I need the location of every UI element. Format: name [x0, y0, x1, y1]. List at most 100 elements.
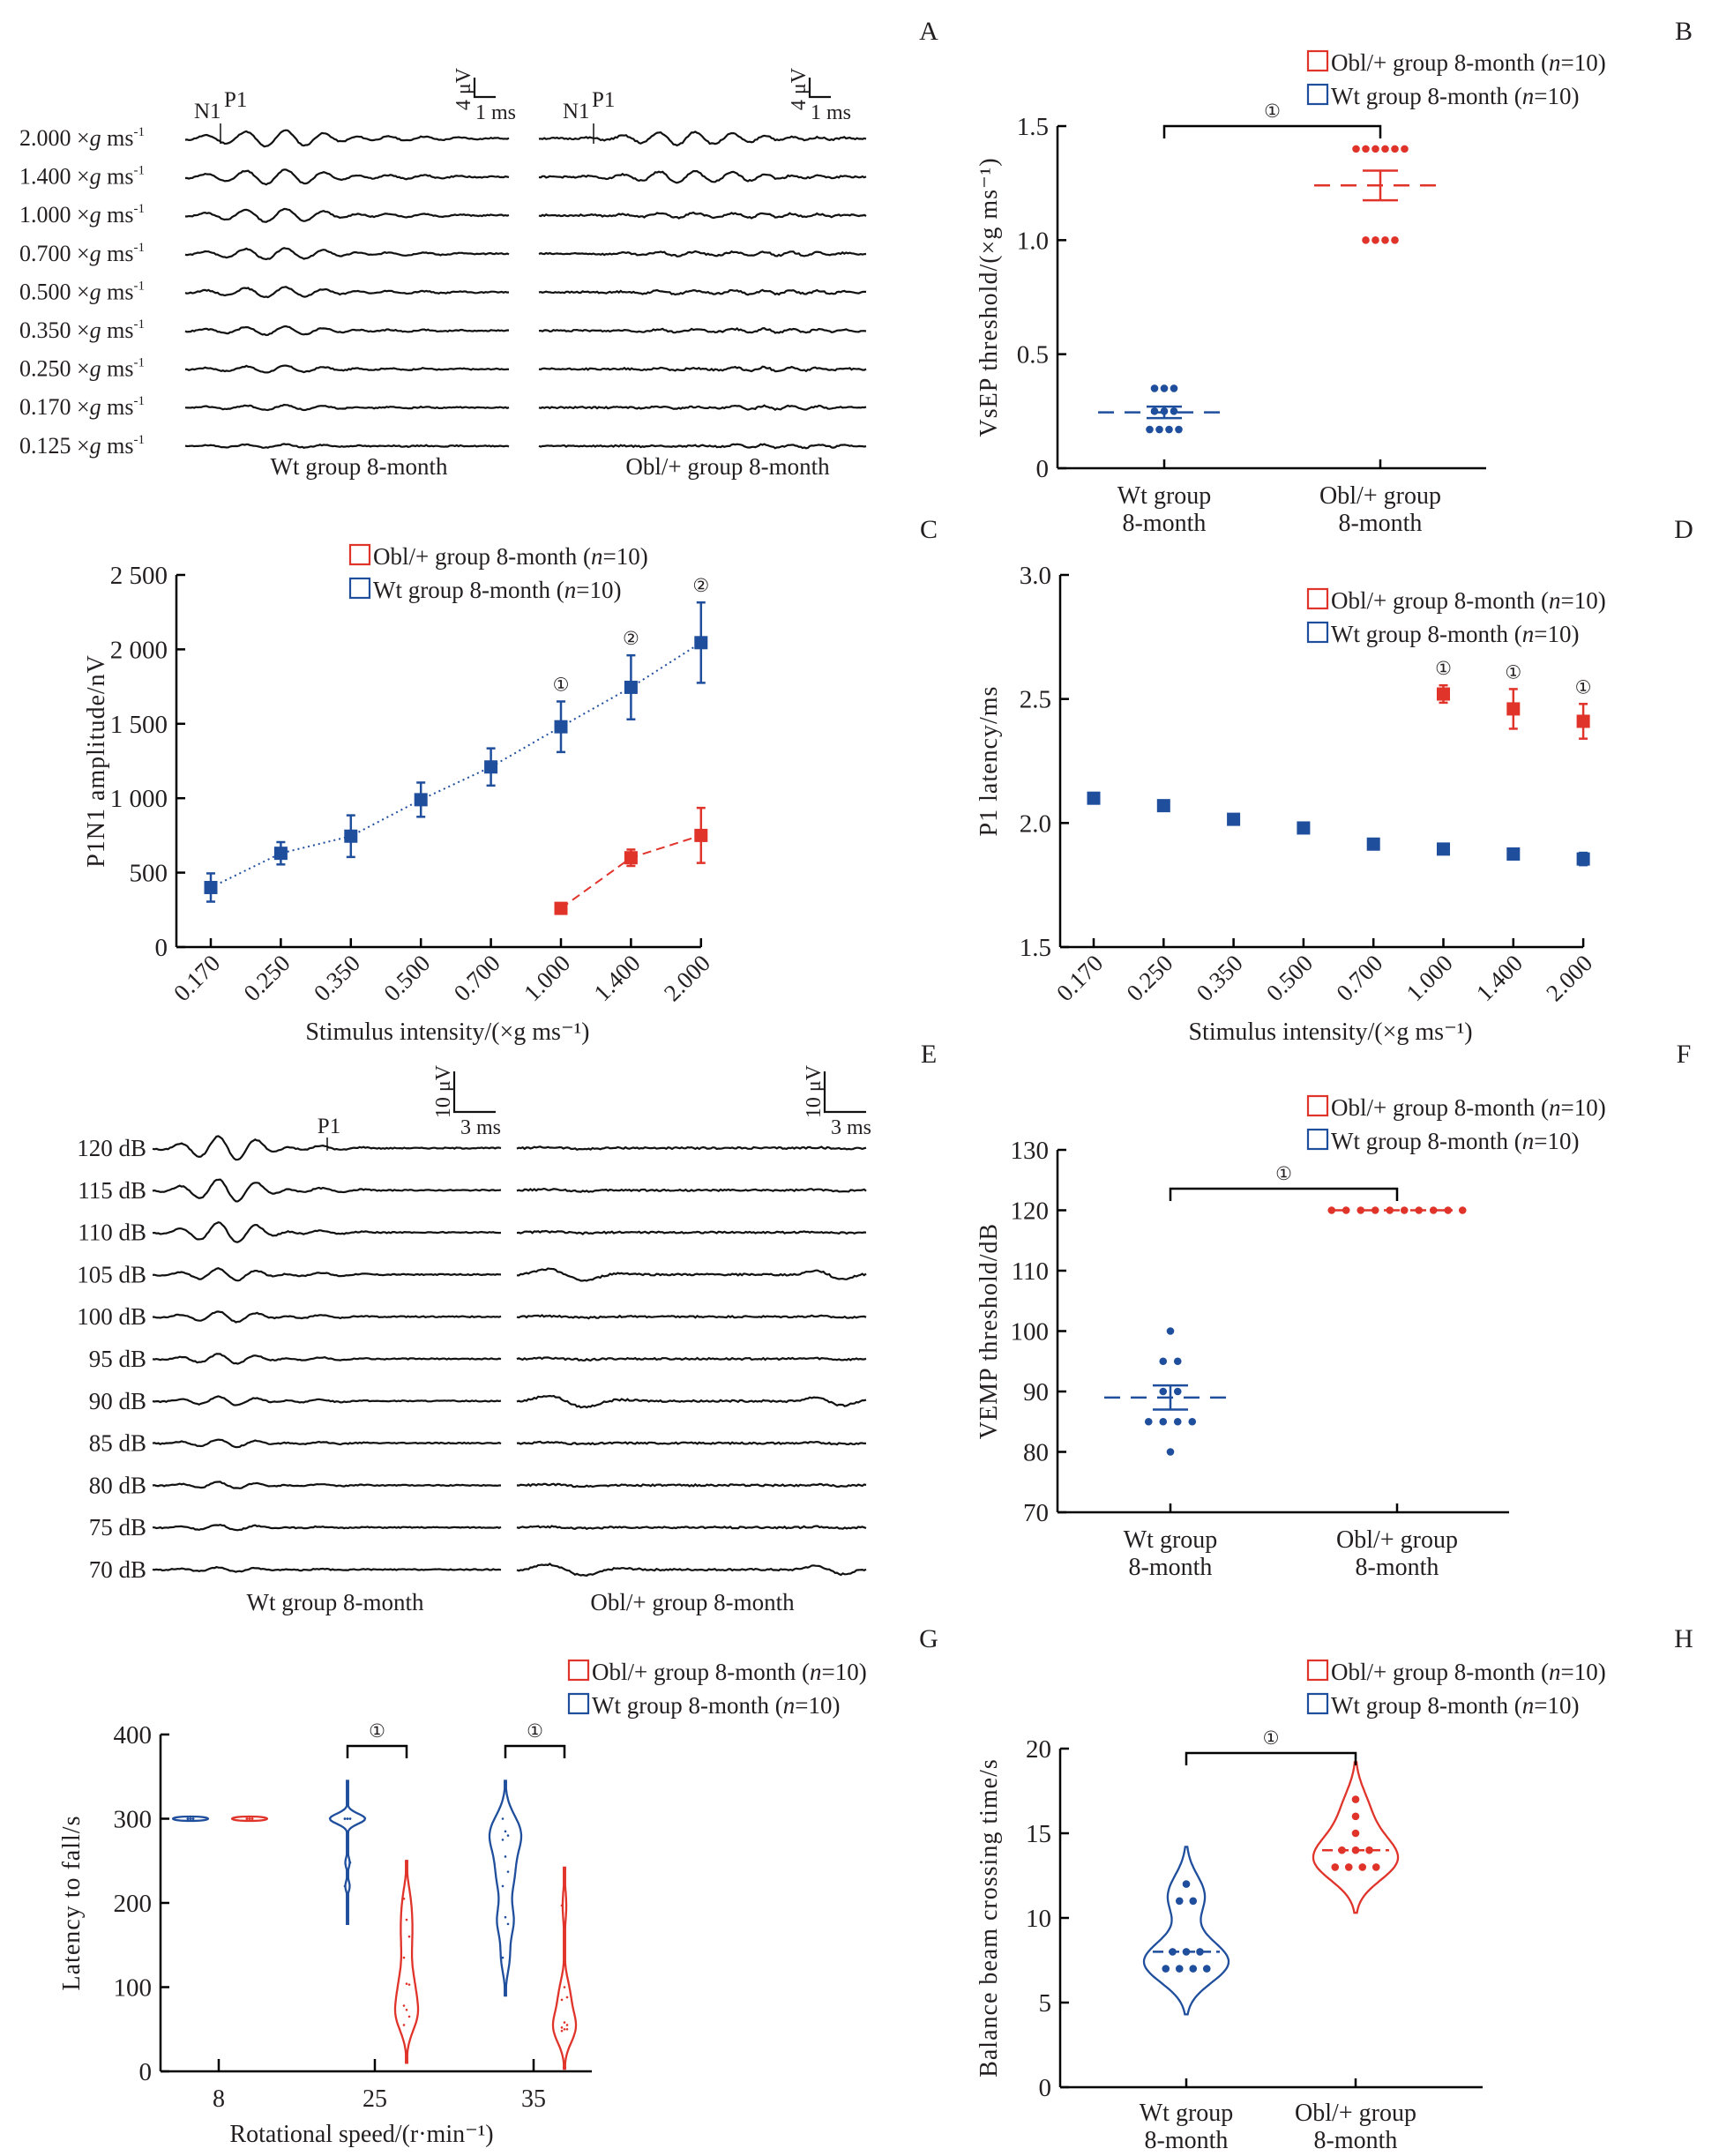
data-point	[1087, 791, 1101, 805]
legend: Obl/+ group 8-month (n=10) Wt group 8-mon…	[1306, 49, 1606, 109]
y-tick-label: 70	[1023, 1499, 1049, 1527]
significance-bracket	[1185, 1751, 1357, 1765]
data-point	[1437, 687, 1450, 701]
legend-label-obl: Obl/+ group 8-month (n=10)	[1331, 49, 1606, 76]
data-point	[565, 2024, 569, 2026]
significance-bracket	[504, 1744, 566, 1758]
wt-series	[1087, 791, 1590, 867]
x-category-label: Obl/+ group	[1319, 482, 1441, 510]
legend-swatch-obl	[1306, 1094, 1329, 1117]
data-point	[189, 1817, 192, 1820]
data-point	[1371, 236, 1379, 244]
legend-label-wt: Wt group 8-month (n=10)	[1331, 83, 1579, 109]
violin-outline	[230, 1815, 269, 1823]
scale-bar-obl	[808, 78, 831, 99]
legend: Obl/+ group 8-month (n=10) Wt group 8-mon…	[348, 543, 648, 603]
obl-vsep-trace	[538, 365, 867, 373]
wt-vemp-trace	[152, 1221, 502, 1243]
wt-vemp-trace	[152, 1353, 502, 1365]
significance-bracket	[1162, 124, 1382, 138]
data-point	[506, 1922, 510, 1926]
peak-label-p1: P1	[224, 88, 247, 112]
obl-vsep-trace	[538, 443, 867, 450]
scale-bar-time-label: 1 ms	[475, 101, 516, 124]
data-point	[560, 2029, 564, 2033]
data-point	[407, 1935, 411, 1938]
row-label-intensity: 100 dB	[77, 1303, 146, 1330]
data-point	[1166, 1448, 1175, 1456]
legend-swatch-wt	[1306, 1128, 1329, 1151]
wt-vemp-trace	[152, 1267, 502, 1282]
row-label-intensity: 105 dB	[77, 1261, 146, 1287]
data-point	[1175, 1897, 1184, 1906]
wt-vemp-trace	[152, 1565, 502, 1573]
y-tick-label: 10	[1026, 1905, 1051, 1933]
y-axis-title: VEMP threshold/dB	[975, 1223, 1003, 1439]
scale-bar-voltage-label: 4 μV	[788, 67, 811, 110]
data-point	[250, 1817, 254, 1820]
panel-letter-a: A	[919, 17, 938, 46]
x-category-label: 8-month	[1145, 2127, 1229, 2154]
data-point	[414, 793, 428, 807]
data-point	[501, 1956, 504, 1959]
x-tick-label: 2.000	[659, 950, 715, 1006]
data-point	[560, 1904, 564, 1907]
series-line	[210, 641, 702, 889]
data-point	[1159, 1357, 1168, 1366]
panel-letter-b: B	[1675, 17, 1693, 46]
legend-swatch-wt	[1306, 1692, 1329, 1715]
legend-swatch-obl	[1306, 587, 1329, 610]
y-tick-label: 100	[1011, 1318, 1050, 1347]
x-tick-label: 1.000	[519, 950, 575, 1006]
trace-caption-wt: Wt group 8-month	[247, 1589, 424, 1615]
row-label-intensity: 120 dB	[77, 1135, 146, 1161]
obl-vemp-trace	[516, 1187, 867, 1193]
data-point	[1331, 1863, 1340, 1871]
obl-vsep-trace	[538, 250, 867, 257]
y-tick-label: 0	[155, 934, 168, 962]
violin-outline	[1312, 1761, 1400, 1914]
peak-label-n1: N1	[563, 100, 590, 123]
obl-vemp-trace	[516, 1356, 867, 1362]
row-label-stimulus: 1.000 ×g ms-1	[19, 202, 145, 228]
data-point	[1144, 1417, 1153, 1426]
scale-bar-wt	[473, 78, 496, 99]
data-point	[1381, 236, 1389, 244]
data-point	[560, 1998, 564, 2002]
x-category-label: 8-month	[1314, 2127, 1398, 2154]
x-category-label: Wt group	[1124, 1526, 1218, 1554]
data-point	[402, 1897, 406, 1900]
significance-bracket	[346, 1744, 408, 1758]
legend-swatch-obl	[567, 1659, 590, 1682]
row-label-intensity: 115 dB	[78, 1177, 146, 1204]
y-tick-label: 90	[1023, 1378, 1049, 1406]
data-point	[402, 2004, 406, 2007]
series-line	[560, 834, 702, 909]
data-point	[560, 2026, 564, 2029]
data-point	[1297, 821, 1311, 835]
significance-marker: ①	[1263, 1727, 1280, 1749]
row-label-intensity: 80 dB	[89, 1472, 146, 1498]
data-point	[1362, 236, 1370, 244]
obl-vemp-trace	[516, 1145, 867, 1152]
x-tick-label: 25	[362, 2085, 387, 2113]
x-tick-label: 0.700	[449, 950, 505, 1006]
data-point	[1150, 407, 1159, 415]
data-point	[1365, 1846, 1373, 1854]
significance-marker: ②	[692, 575, 709, 596]
y-tick-label: 1.5	[1017, 113, 1049, 141]
y-tick-label: 1.0	[1017, 227, 1049, 255]
panel-letter-d: D	[1674, 515, 1693, 544]
data-point	[1159, 1417, 1168, 1426]
y-tick-label: 300	[114, 1806, 153, 1834]
data-point	[554, 720, 568, 734]
row-label-stimulus: 0.500 ×g ms-1	[19, 279, 145, 304]
y-tick-label: 80	[1023, 1439, 1049, 1467]
x-axis-title: Stimulus intensity/(×g ms⁻¹)	[1188, 1018, 1472, 1046]
data-point	[506, 1870, 510, 1873]
wt-vsep-trace	[184, 325, 510, 337]
legend-label-wt: Wt group 8-month (n=10)	[592, 1692, 840, 1719]
